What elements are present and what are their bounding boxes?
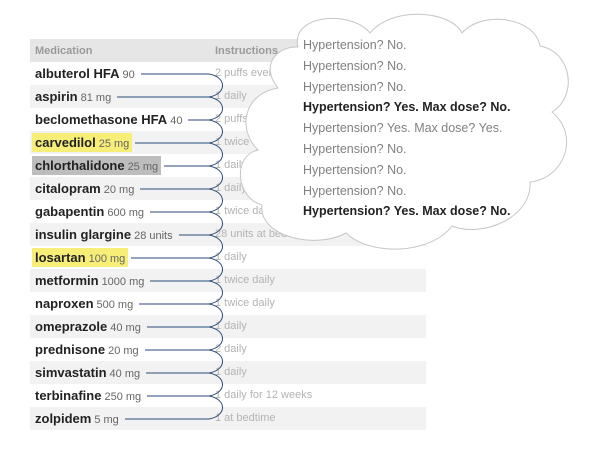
instructions-cell: 1 daily xyxy=(215,159,247,171)
medication-name: beclomethasone HFA xyxy=(35,112,168,127)
table-row: zolpidem 5 mg 1 at bedtime xyxy=(30,407,426,430)
medication-dose: 5 mg xyxy=(94,414,119,426)
medication-cell: aspirin 81 mg xyxy=(32,87,114,106)
table-row: terbinafine 250 mg 1 daily for 12 weeks xyxy=(30,384,426,407)
table-row: naproxen 500 mg 1 twice daily xyxy=(30,292,426,315)
medication-table: Medication Instructions albuterol HFA 90 2… xyxy=(30,39,426,430)
instructions-cell: 28 units at bedtime xyxy=(215,228,308,240)
medication-dose: 40 mg xyxy=(109,368,141,380)
medication-dose: 250 mg xyxy=(104,391,142,403)
medication-cell: naproxen 500 mg xyxy=(32,294,136,313)
medication-dose: 40 xyxy=(170,115,183,127)
instructions-cell: 1 daily xyxy=(215,182,247,194)
medication-name: citalopram xyxy=(35,181,101,196)
instructions-cell: 2 daily xyxy=(215,343,247,355)
medication-dose: 500 mg xyxy=(96,299,134,311)
instructions-cell: 1 daily xyxy=(215,366,247,378)
instructions-cell: 1 at bedtime xyxy=(215,412,276,424)
medication-name: albuterol HFA xyxy=(35,66,120,81)
table-row: insulin glargine 28 units 28 units at bedt… xyxy=(30,223,426,246)
instructions-cell: 1 twice daily xyxy=(215,297,275,309)
cloud-line: Hypertension? No. xyxy=(303,141,407,156)
medication-cell: losartan 100 mg xyxy=(32,248,129,267)
instructions-cell: 1 daily xyxy=(215,251,247,263)
medication-name: zolpidem xyxy=(35,411,92,426)
instructions-cell: 1 twice daily xyxy=(215,205,275,217)
medication-name: simvastatin xyxy=(35,365,107,380)
medication-cell: citalopram 20 mg xyxy=(32,179,137,198)
medication-cell: albuterol HFA 90 xyxy=(32,64,138,83)
medication-column-header: Medication xyxy=(35,45,93,57)
cloud-line: Hypertension? No. xyxy=(303,58,407,73)
medication-dose: 40 mg xyxy=(110,322,141,334)
medication-cell: zolpidem 5 mg xyxy=(32,409,122,428)
cloud-line: Hypertension? Yes. Max dose? No. xyxy=(303,204,511,219)
medication-dose: 28 units xyxy=(134,230,173,242)
medication-name: metformin xyxy=(35,273,99,288)
medication-name: insulin glargine xyxy=(35,227,132,242)
medication-cell: beclomethasone HFA 40 xyxy=(32,110,185,129)
medication-name: terbinafine xyxy=(35,388,102,403)
medication-name: naproxen xyxy=(35,296,94,311)
medication-name: omeprazole xyxy=(35,319,108,334)
medication-dose: 20 mg xyxy=(108,345,139,357)
medication-cell: gabapentin 600 mg xyxy=(32,202,147,221)
medication-name: aspirin xyxy=(35,89,78,104)
medication-dose: 90 xyxy=(122,69,135,81)
medication-dose: 25 mg xyxy=(127,161,159,173)
cloud-line: Hypertension? No. xyxy=(303,38,407,52)
instructions-cell: 1 twice daily xyxy=(215,274,275,286)
cloud-line: Hypertension? No. xyxy=(303,183,407,198)
medication-cell: chlorthalidone 25 mg xyxy=(32,156,162,175)
medication-dose: 600 mg xyxy=(107,207,145,219)
medication-name: carvedilol xyxy=(35,135,96,150)
medication-name: losartan xyxy=(35,250,86,265)
medication-dose: 25 mg xyxy=(98,138,130,150)
table-row: prednisone 20 mg 2 daily xyxy=(30,338,426,361)
medication-cell: omeprazole 40 mg xyxy=(32,317,144,336)
medication-dose: 1000 mg xyxy=(101,276,145,288)
cloud-line: Hypertension? Yes. Max dose? Yes. xyxy=(303,121,503,136)
table-body: albuterol HFA 90 2 puffs every 4 hours aspi… xyxy=(30,62,426,430)
table-row: losartan 100 mg 1 daily xyxy=(30,246,426,269)
medication-name: chlorthalidone xyxy=(35,158,125,173)
medication-cell: metformin 1000 mg xyxy=(32,271,147,290)
instructions-cell: 1 twice daily xyxy=(215,136,275,148)
cloud-line: Hypertension? No. xyxy=(303,79,407,94)
medication-cell: simvastatin 40 mg xyxy=(32,363,143,382)
medication-name: prednisone xyxy=(35,342,106,357)
medication-cell: prednisone 20 mg xyxy=(32,340,142,359)
medication-dose: 100 mg xyxy=(88,253,126,265)
instructions-cell: 1 daily xyxy=(215,90,247,102)
instructions-column-header: Instructions xyxy=(215,45,278,57)
cloud-line: Hypertension? No. xyxy=(303,162,407,177)
table-row: omeprazole 40 mg 1 daily xyxy=(30,315,426,338)
instructions-cell: 1 daily xyxy=(215,320,247,332)
instructions-cell: 1 daily for 12 weeks xyxy=(215,389,313,401)
medication-cell: terbinafine 250 mg xyxy=(32,386,144,405)
cloud-thought-text: Hypertension? No. Hypertension? No. Hypert… xyxy=(303,35,510,222)
cloud-line: Hypertension? Yes. Max dose? No. xyxy=(303,100,511,115)
medication-cell: carvedilol 25 mg xyxy=(32,133,133,152)
table-row: simvastatin 40 mg 1 daily xyxy=(30,361,426,384)
medication-name: gabapentin xyxy=(35,204,105,219)
table-row: chlorthalidone 25 mg 1 daily xyxy=(30,154,426,177)
instructions-cell: 2 puffs twice daily xyxy=(215,113,302,125)
medication-dose: 81 mg xyxy=(80,92,112,104)
medication-dose: 20 mg xyxy=(103,184,135,196)
table-row: metformin 1000 mg 1 twice daily xyxy=(30,269,426,292)
medication-cell: insulin glargine 28 units xyxy=(32,225,176,244)
